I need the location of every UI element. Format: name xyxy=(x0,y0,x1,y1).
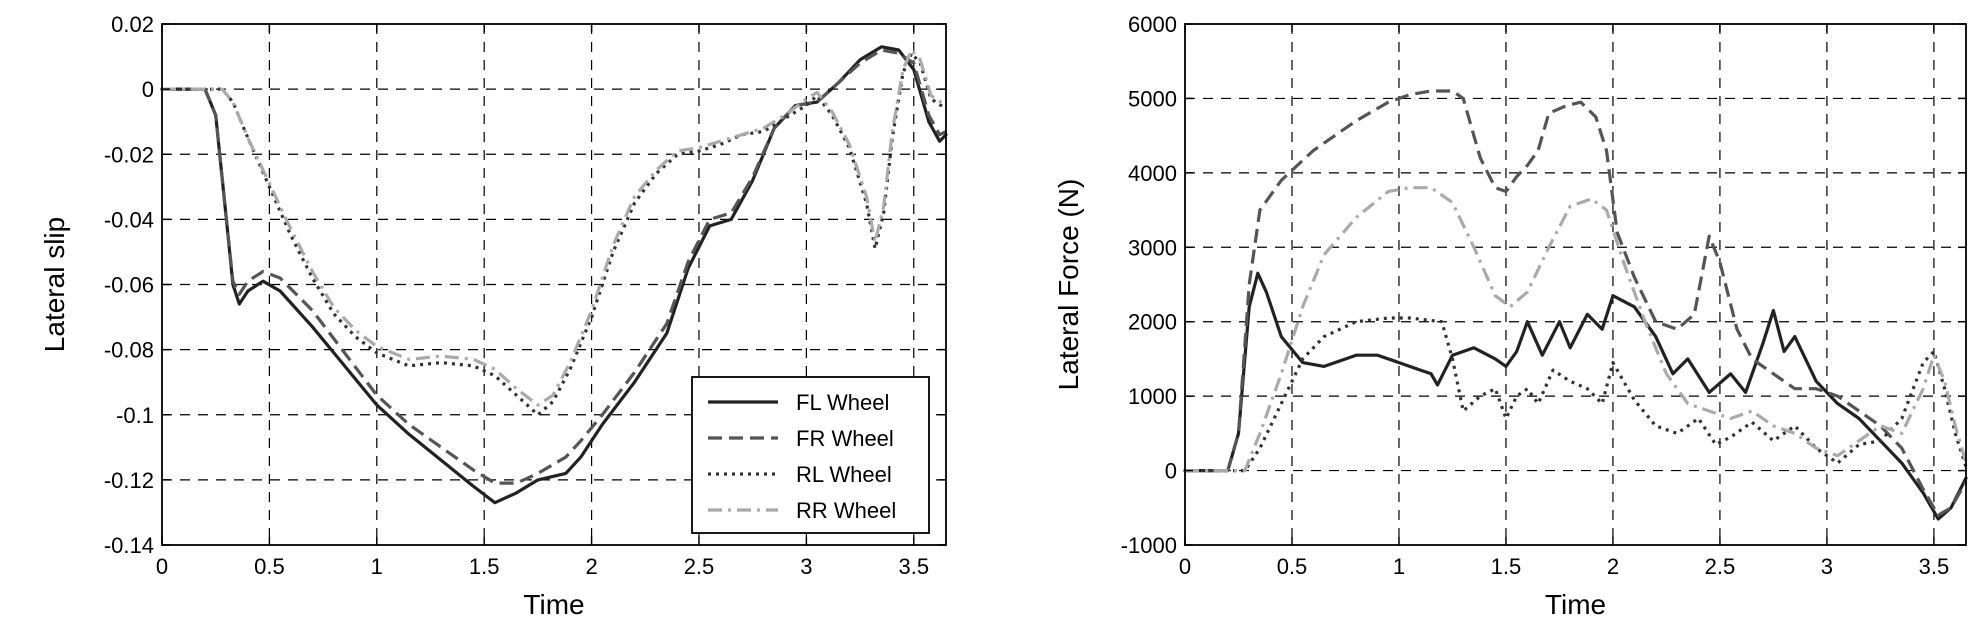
plot-frame xyxy=(1184,23,1967,546)
y-tick-label: 6000 xyxy=(1128,12,1177,37)
x-tick-label: 1 xyxy=(1393,554,1405,579)
y-axis-label: Lateral Force (N) xyxy=(1053,179,1084,391)
legend-label: RL Wheel xyxy=(796,462,892,487)
legend-label: FL Wheel xyxy=(796,390,889,415)
y-tick-label: -0.1 xyxy=(116,403,154,428)
series-line-rr-wheel xyxy=(1185,186,1968,473)
x-tick-label: 1.5 xyxy=(469,554,500,579)
y-tick-label: -1000 xyxy=(1121,533,1177,558)
y-tick-label: -0.06 xyxy=(104,273,154,298)
x-tick-label: 3 xyxy=(1821,554,1833,579)
y-tick-label: 0 xyxy=(1165,459,1177,484)
lateral-slip-chart: 0 0.5 1 1.5 2 2.5 3 3.5 -0.14 -0.12 -0.1 -0.08 -0.06… xyxy=(39,12,948,620)
series-line-fl-wheel xyxy=(160,45,948,505)
y-tick-label: 0.02 xyxy=(111,12,154,37)
y-axis-label: Lateral slip xyxy=(39,217,70,352)
y-tick-label: -0.14 xyxy=(104,533,154,558)
x-tick-label: 1.5 xyxy=(1491,554,1522,579)
x-tick-label: 3 xyxy=(800,554,812,579)
series-line-rl-wheel xyxy=(162,51,947,417)
x-tick-label: 0.5 xyxy=(254,554,285,579)
y-tick-label: 5000 xyxy=(1128,86,1177,111)
series-line-fr-wheel xyxy=(162,48,947,485)
y-tick-label: 0 xyxy=(142,77,154,102)
x-tick-label: 3.5 xyxy=(1919,554,1950,579)
series-line-fr-wheel xyxy=(1185,89,1968,517)
legend: FL Wheel FR Wheel RL Wheel RR Wheel xyxy=(691,376,930,534)
y-tick-label: -0.04 xyxy=(104,207,154,232)
series-line-fl-wheel xyxy=(1183,271,1968,521)
y-tick-label: 3000 xyxy=(1128,235,1177,260)
y-tick-label: 2000 xyxy=(1128,310,1177,335)
x-tick-label: 3.5 xyxy=(898,554,929,579)
x-tick-label: 2 xyxy=(585,554,597,579)
x-tick-label: 2.5 xyxy=(684,554,715,579)
x-axis-label: Time xyxy=(523,589,584,620)
x-tick-label: 0 xyxy=(156,554,168,579)
y-tick-label: -0.12 xyxy=(104,468,154,493)
x-axis-label: Time xyxy=(1545,589,1606,620)
x-tick-label: 1 xyxy=(371,554,383,579)
x-tick-label: 2 xyxy=(1607,554,1619,579)
x-tick-label: 2.5 xyxy=(1705,554,1736,579)
series-line-rr-wheel xyxy=(162,48,947,407)
y-tick-label: 1000 xyxy=(1128,384,1177,409)
x-tick-label: 0.5 xyxy=(1277,554,1308,579)
lateral-force-chart: 0 0.5 1 1.5 2 2.5 3 3.5-10000100020003000400050… xyxy=(1053,12,1968,620)
x-tick-label: 0 xyxy=(1179,554,1191,579)
y-tick-label: 4000 xyxy=(1128,161,1177,186)
legend-label: FR Wheel xyxy=(796,426,894,451)
legend-label: RR Wheel xyxy=(796,498,896,523)
y-tick-label: -0.08 xyxy=(104,338,154,363)
y-tick-label: -0.02 xyxy=(104,142,154,167)
